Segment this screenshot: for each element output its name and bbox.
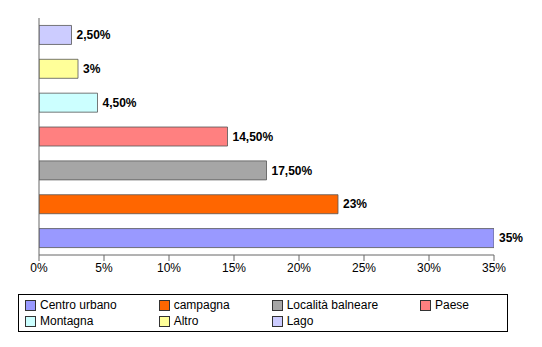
svg-text:17,50%: 17,50% <box>272 164 313 178</box>
svg-text:2,50%: 2,50% <box>77 28 111 42</box>
html-text:Centro urbano: Centro urbano <box>40 298 117 312</box>
html-text:campagna: campagna <box>173 298 230 312</box>
html-text:Località balneare: Località balneare <box>286 298 379 312</box>
svg-text:15%: 15% <box>222 261 246 275</box>
html-text:Lago: Lago <box>286 314 314 328</box>
svg-text:30%: 30% <box>417 261 441 275</box>
svg-text:25%: 25% <box>352 261 376 275</box>
svg-text:4,50%: 4,50% <box>103 96 137 110</box>
html-text:Montagna: Montagna <box>40 314 94 328</box>
svg-text:5%: 5% <box>95 261 113 275</box>
svg-text:14,50%: 14,50% <box>233 130 274 144</box>
svg-text:10%: 10% <box>157 261 181 275</box>
svg-text:35%: 35% <box>482 261 506 275</box>
svg-text:0%: 0% <box>30 261 48 275</box>
svg-text:23%: 23% <box>343 197 367 211</box>
svg-text:20%: 20% <box>287 261 311 275</box>
svg-text:3%: 3% <box>83 62 101 76</box>
svg-text:35%: 35% <box>499 231 523 245</box>
html-text:Paese: Paese <box>435 298 469 312</box>
html-text:Altro: Altro <box>173 314 199 328</box>
